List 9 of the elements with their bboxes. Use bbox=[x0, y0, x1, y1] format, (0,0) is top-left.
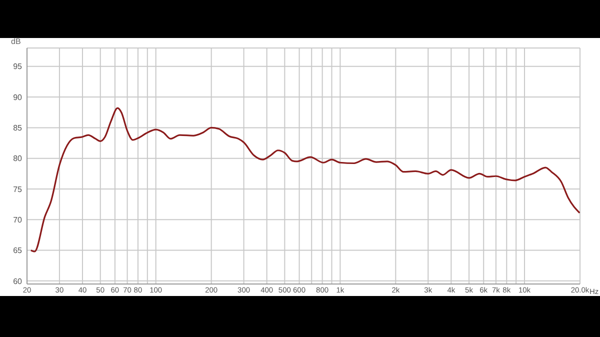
y-tick-label: 85 bbox=[13, 124, 23, 133]
y-tick-label: 90 bbox=[13, 92, 23, 102]
y-tick-label: 65 bbox=[13, 246, 23, 256]
y-tick-label: 60 bbox=[13, 276, 23, 286]
y-tick-label: 75 bbox=[13, 184, 23, 194]
y-tick-label: 80 bbox=[13, 154, 23, 164]
y-axis-title: dB bbox=[11, 37, 21, 47]
y-tick-label: 95 bbox=[13, 62, 23, 72]
y-tick-label: 70 bbox=[13, 215, 23, 224]
